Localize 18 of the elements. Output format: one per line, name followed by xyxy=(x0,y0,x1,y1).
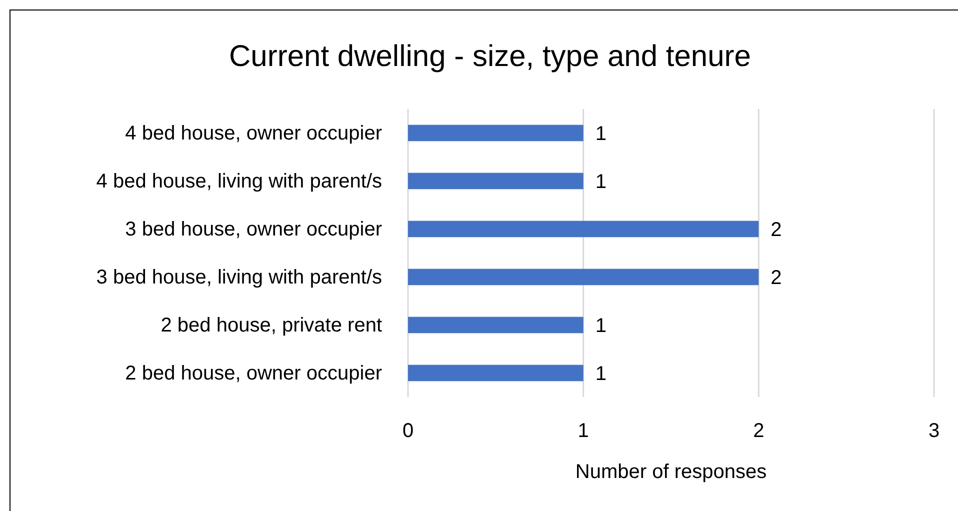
data-label: 1 xyxy=(595,315,606,337)
x-axis-title: Number of responses xyxy=(575,461,767,483)
y-tick-label: 2 bed house, private rent xyxy=(160,314,382,336)
y-tick-label: 3 bed house, living with parent/s xyxy=(96,266,382,288)
y-tick-label: 4 bed house, owner occupier xyxy=(125,122,382,144)
data-label: 1 xyxy=(595,171,606,193)
y-tick-label: 4 bed house, living with parent/s xyxy=(96,170,382,192)
x-tick-label: 2 xyxy=(753,420,764,442)
x-tick-label: 1 xyxy=(578,420,589,442)
y-tick-label: 3 bed house, owner occupier xyxy=(125,218,382,240)
y-tick-label: 2 bed house, owner occupier xyxy=(125,362,382,384)
data-label: 1 xyxy=(595,363,606,385)
x-tick-label: 0 xyxy=(402,420,414,442)
chart-title: Current dwelling - size, type and tenure xyxy=(229,40,751,73)
data-label: 1 xyxy=(595,123,606,145)
data-label: 2 xyxy=(770,219,782,241)
data-label: 2 xyxy=(770,267,782,289)
x-tick-label: 3 xyxy=(928,420,940,442)
